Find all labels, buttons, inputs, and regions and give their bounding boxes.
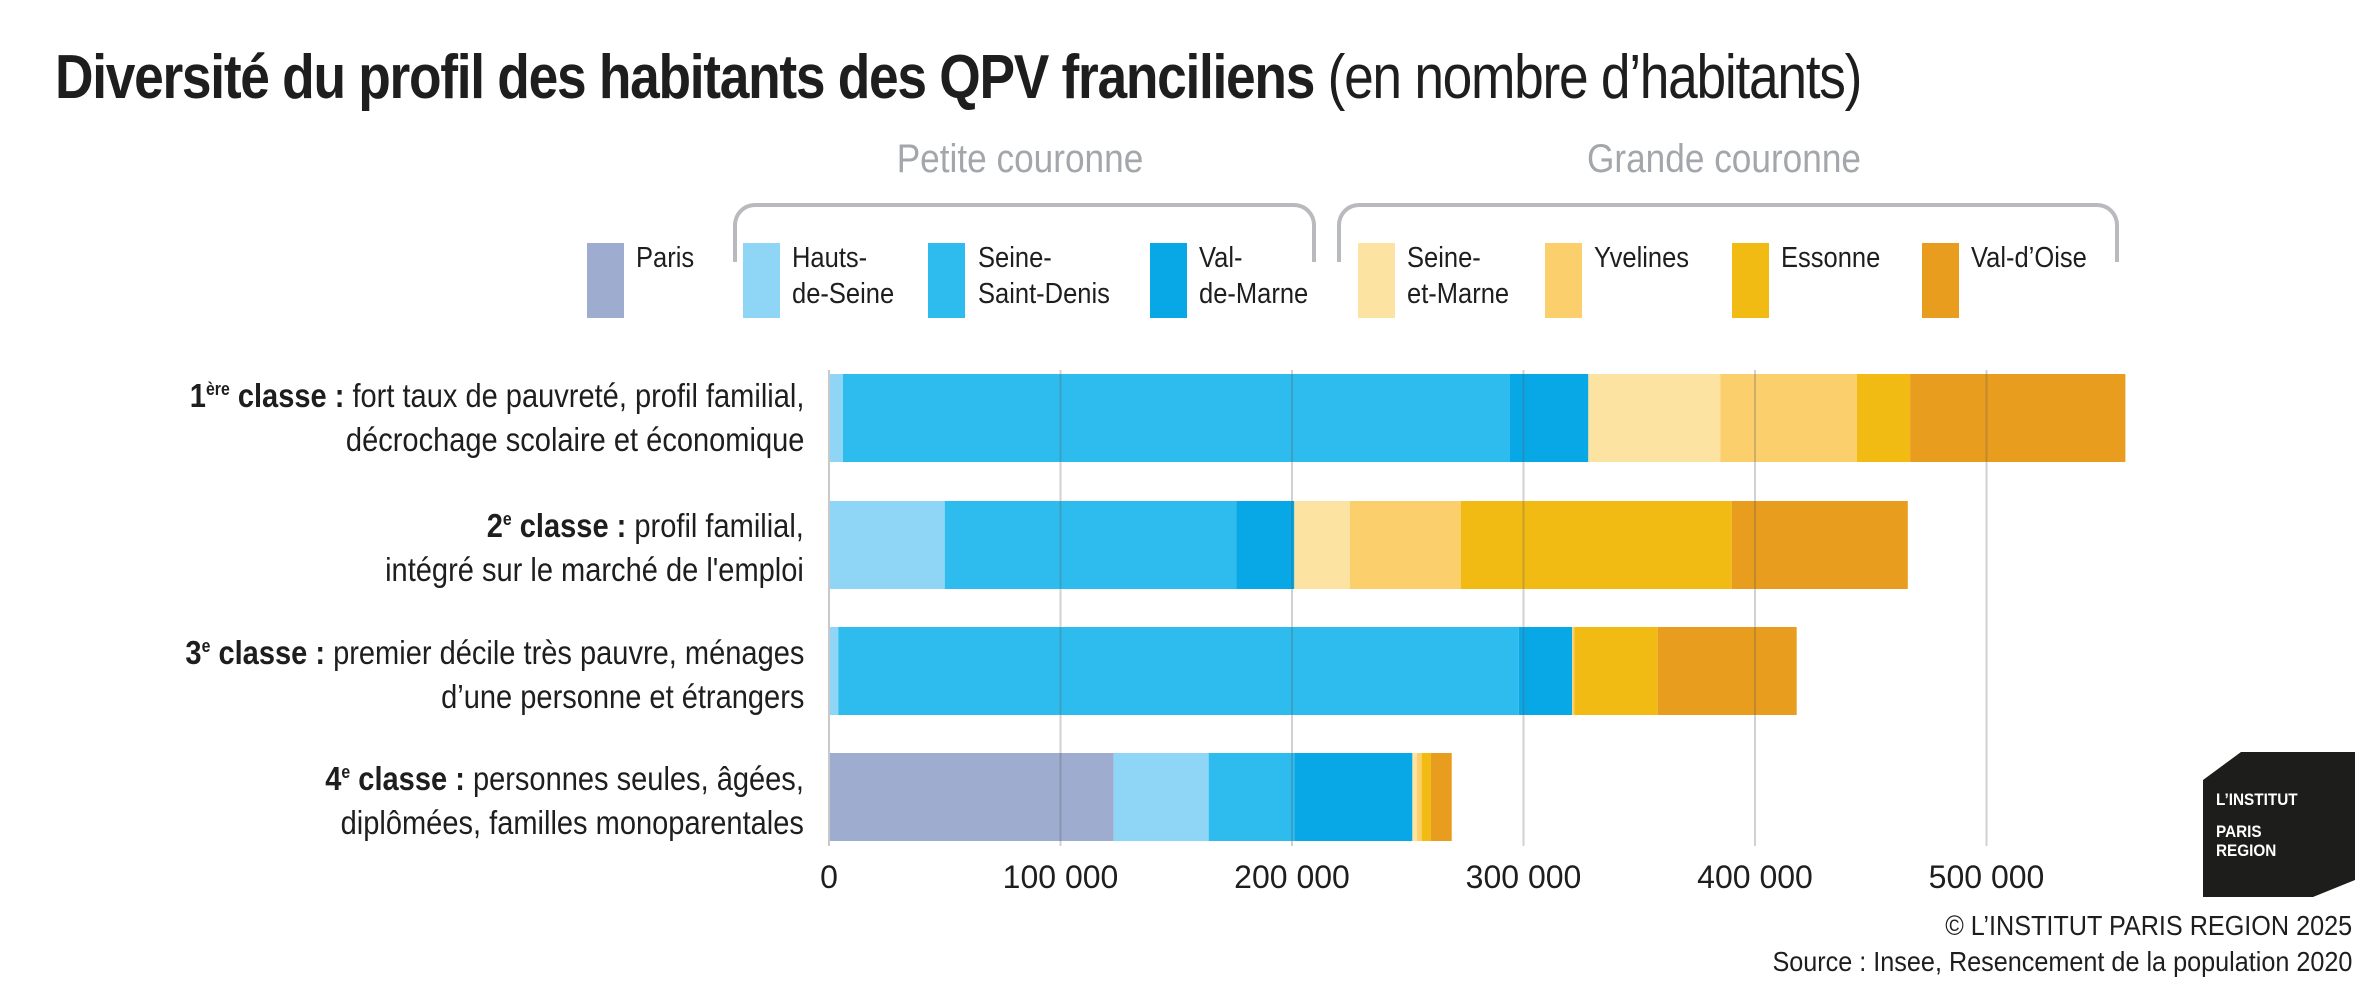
logo-text-paris: PARIS <box>2216 822 2262 841</box>
legend-swatch-essonne <box>1732 243 1769 318</box>
bar-class-1-val-d-oise <box>1910 374 2126 462</box>
bar-class-2-val-d-oise <box>1731 501 1908 589</box>
category-label-4: 4e classe : personnes seules, âgées, dip… <box>325 760 804 841</box>
group-label-petite-couronne: Petite couronne <box>896 137 1144 181</box>
bar-class-1-hauts-de-seine <box>829 374 843 462</box>
x-tick-label-400000: 400 000 <box>1697 859 1813 895</box>
legend-swatch-hauts-de-seine <box>743 243 780 318</box>
bar-class-2-seine-saint-denis <box>944 501 1237 589</box>
x-tick-label-500000: 500 000 <box>1929 859 2045 895</box>
bar-class-4-essonne <box>1421 753 1431 841</box>
legend-swatch-val-de-marne <box>1150 243 1187 318</box>
institut-paris-region-logo <box>2203 752 2355 897</box>
legend-label-seine-saint-denis: Seine- Saint-Denis <box>978 242 1110 310</box>
legend-swatch-val-d-oise <box>1922 243 1959 318</box>
legend-swatch-paris <box>587 243 624 318</box>
x-tick-label-100000: 100 000 <box>1003 859 1119 895</box>
bar-class-4-paris <box>829 753 1114 841</box>
bar-class-1-essonne <box>1856 374 1911 462</box>
petite-couronne-bracket <box>733 203 1316 262</box>
category-label-2: 2e classe : profil familial, intégré sur… <box>385 507 804 588</box>
logo-text-region: REGION <box>2216 841 2277 860</box>
chart-title-main: Diversité du profil des habitants des QP… <box>55 43 1315 112</box>
legend-label-hauts-de-seine: Hauts- de-Seine <box>792 242 895 310</box>
bar-class-1-val-de-marne <box>1509 374 1589 462</box>
legend-label-val-de-marne: Val- de-Marne <box>1199 242 1309 310</box>
bar-class-2-hauts-de-seine <box>829 501 945 589</box>
legend-label-seine-et-marne: Seine- et-Marne <box>1407 242 1510 310</box>
bar-class-1-seine-saint-denis <box>842 374 1510 462</box>
x-tick-label-0: 0 <box>820 859 838 895</box>
bar-class-4-val-de-marne <box>1294 753 1413 841</box>
source-text: Source : Insee, Resencement de la popula… <box>1772 946 2352 977</box>
legend-label-val-d-oise: Val-d’Oise <box>1971 242 2087 274</box>
bar-class-3-essonne <box>1574 627 1658 715</box>
logo-text-l-institut: L’INSTITUT <box>2216 790 2298 809</box>
bar-class-1-yvelines <box>1720 374 1857 462</box>
group-label-grande-couronne: Grande couronne <box>1587 137 1861 181</box>
bar-class-4-yvelines <box>1417 753 1422 841</box>
bar-class-3-hauts-de-seine <box>829 627 839 715</box>
x-tick-label-200000: 200 000 <box>1234 859 1350 895</box>
grande-couronne-bracket <box>1337 203 2119 262</box>
bar-class-3-val-d-oise <box>1657 627 1797 715</box>
bar-class-2-val-de-marne <box>1236 501 1295 589</box>
bar-class-2-essonne <box>1460 501 1732 589</box>
chart-title: Diversité du profil des habitants des QP… <box>55 42 1863 113</box>
legend-swatch-seine-et-marne <box>1358 243 1395 318</box>
category-label-1: 1ère classe : fort taux de pauvreté, pro… <box>189 377 804 458</box>
bar-class-4-seine-et-marne <box>1412 753 1418 841</box>
legend-swatch-seine-saint-denis <box>928 243 965 318</box>
category-label-3: 3e classe : premier décile très pauvre, … <box>185 634 804 715</box>
bar-class-4-hauts-de-seine <box>1113 753 1209 841</box>
legend-label-paris: Paris <box>636 242 695 274</box>
x-tick-label-300000: 300 000 <box>1466 859 1582 895</box>
copyright-text: © L’INSTITUT PARIS REGION 2025 <box>1945 910 2352 941</box>
bar-class-4-val-d-oise <box>1430 753 1452 841</box>
bar-class-3-seine-saint-denis <box>838 627 1519 715</box>
legend-label-essonne: Essonne <box>1781 242 1881 274</box>
chart-title-unit: (en nombre d’habitants) <box>1327 43 1863 112</box>
bar-class-3-yvelines <box>1572 627 1575 715</box>
bar-class-2-yvelines <box>1349 501 1461 589</box>
legend-label-yvelines: Yvelines <box>1594 242 1690 274</box>
bar-class-1-seine-et-marne <box>1588 374 1721 462</box>
bar-class-3-val-de-marne <box>1518 627 1573 715</box>
bar-class-2-seine-et-marne <box>1294 501 1350 589</box>
bar-class-4-seine-saint-denis <box>1208 753 1295 841</box>
legend-swatch-yvelines <box>1545 243 1582 318</box>
